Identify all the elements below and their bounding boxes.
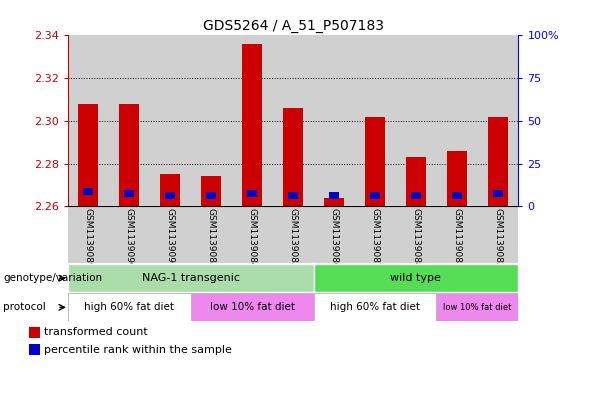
Bar: [83, 188, 93, 195]
Bar: [68, 206, 109, 263]
Bar: [411, 193, 421, 199]
Title: GDS5264 / A_51_P507183: GDS5264 / A_51_P507183: [203, 19, 383, 33]
Bar: [436, 35, 477, 206]
Bar: [436, 206, 477, 263]
Bar: [231, 206, 273, 263]
Bar: [191, 206, 231, 263]
Bar: [313, 264, 518, 292]
Bar: [452, 193, 462, 199]
Bar: [273, 206, 313, 263]
Text: genotype/variation: genotype/variation: [3, 273, 102, 283]
Text: NAG-1 transgenic: NAG-1 transgenic: [141, 273, 240, 283]
Bar: [365, 117, 385, 206]
Bar: [109, 206, 150, 263]
Bar: [29, 327, 40, 338]
Bar: [355, 35, 395, 206]
Bar: [329, 193, 339, 199]
Text: GSM1139087: GSM1139087: [370, 208, 379, 269]
Bar: [406, 157, 426, 206]
Bar: [150, 206, 191, 263]
Text: GSM1139085: GSM1139085: [289, 208, 297, 269]
Text: GSM1139081: GSM1139081: [452, 208, 461, 269]
Bar: [446, 151, 467, 206]
Text: high 60% fat diet: high 60% fat diet: [84, 302, 174, 312]
Bar: [477, 206, 518, 263]
Bar: [191, 35, 231, 206]
Text: GSM1139086: GSM1139086: [329, 208, 339, 269]
Bar: [313, 35, 355, 206]
Text: transformed count: transformed count: [44, 327, 148, 337]
Bar: [273, 35, 313, 206]
Text: GSM1139091: GSM1139091: [166, 208, 175, 269]
Bar: [488, 117, 508, 206]
Text: low 10% fat diet: low 10% fat diet: [443, 303, 511, 312]
Bar: [201, 176, 221, 206]
Text: low 10% fat diet: low 10% fat diet: [210, 302, 294, 312]
Bar: [206, 193, 216, 199]
Text: GSM1139089: GSM1139089: [84, 208, 92, 269]
Text: high 60% fat diet: high 60% fat diet: [330, 302, 420, 312]
Text: protocol: protocol: [3, 302, 46, 312]
Bar: [29, 344, 40, 355]
Bar: [313, 206, 355, 263]
Bar: [370, 193, 380, 199]
Text: GSM1139083: GSM1139083: [207, 208, 216, 269]
Bar: [324, 198, 344, 206]
Bar: [124, 190, 134, 197]
Text: GSM1139090: GSM1139090: [125, 208, 134, 269]
Bar: [231, 35, 273, 206]
Bar: [150, 35, 191, 206]
Bar: [242, 44, 262, 206]
Bar: [477, 35, 518, 206]
Bar: [119, 104, 140, 206]
Bar: [493, 190, 503, 197]
Text: GSM1139084: GSM1139084: [247, 208, 257, 269]
Bar: [160, 174, 180, 206]
Bar: [191, 293, 313, 321]
Text: wild type: wild type: [391, 273, 441, 283]
Bar: [395, 35, 436, 206]
Bar: [247, 190, 257, 197]
Bar: [68, 293, 191, 321]
Bar: [109, 35, 150, 206]
Text: percentile rank within the sample: percentile rank within the sample: [44, 345, 232, 354]
Text: GSM1139088: GSM1139088: [411, 208, 421, 269]
Bar: [68, 35, 109, 206]
Bar: [78, 104, 98, 206]
Bar: [68, 264, 313, 292]
Bar: [288, 193, 298, 199]
Bar: [355, 206, 395, 263]
Bar: [283, 108, 303, 206]
Bar: [165, 193, 176, 199]
Text: GSM1139082: GSM1139082: [494, 208, 502, 269]
Bar: [395, 206, 436, 263]
Bar: [436, 293, 518, 321]
Bar: [313, 293, 436, 321]
